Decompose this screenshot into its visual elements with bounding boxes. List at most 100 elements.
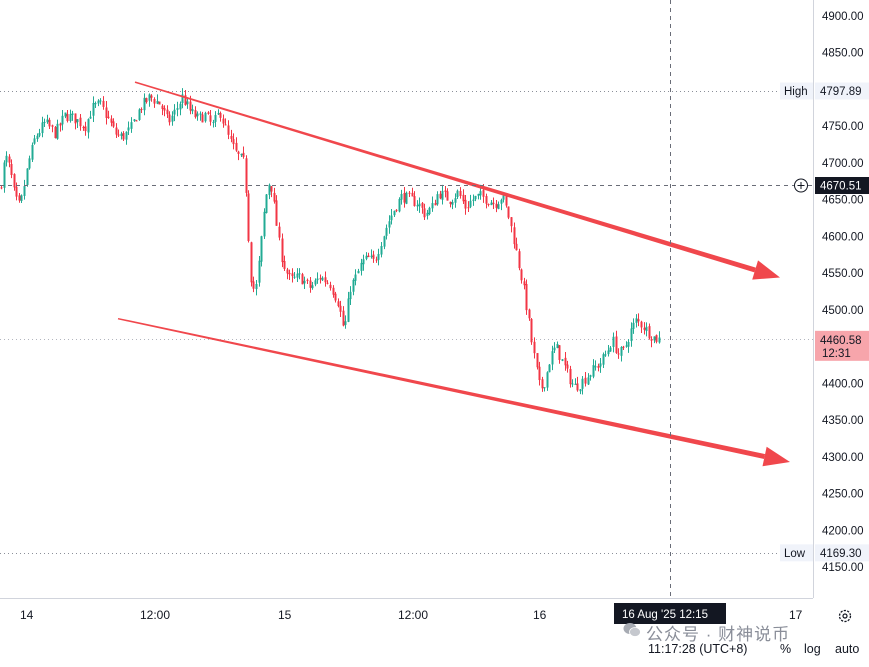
candle-body [41, 122, 44, 134]
candle-body [416, 205, 419, 207]
candle-body [54, 127, 57, 139]
settings-gear-icon[interactable] [838, 609, 852, 623]
candle-body [344, 321, 347, 325]
candle [558, 345, 561, 364]
candle [449, 201, 452, 208]
candle [426, 209, 429, 220]
candle-body [398, 199, 401, 212]
candle-body [627, 341, 630, 347]
clock-display[interactable]: 11:17:28 (UTC+8) [648, 642, 748, 656]
candle-body [102, 100, 105, 107]
candle-body [599, 363, 602, 367]
candle [288, 269, 291, 280]
candle-body [145, 98, 148, 103]
candle [332, 285, 335, 298]
candle-body [385, 227, 388, 236]
candle [87, 118, 90, 139]
high-label: High [780, 82, 813, 100]
candle [637, 313, 640, 327]
candle-body [212, 122, 215, 124]
candle-body [46, 119, 49, 123]
candle [403, 186, 406, 208]
candle [589, 374, 592, 381]
candle-body [286, 269, 289, 274]
candle [194, 106, 197, 119]
candle [383, 235, 386, 250]
candle [385, 224, 388, 240]
candle [574, 378, 577, 385]
candle-body [184, 95, 187, 106]
candle [324, 271, 327, 287]
candle-body [311, 285, 314, 289]
price-tick-label: 4700.00 [822, 158, 864, 170]
candle-body [194, 110, 197, 118]
candle-body [163, 108, 166, 111]
candles [0, 88, 661, 395]
candle-body [196, 113, 199, 117]
candle-body [597, 365, 600, 368]
candle-body [538, 366, 541, 381]
candle-body [474, 195, 477, 200]
low-tag-value: 4169.30 [820, 548, 862, 560]
candle-body [581, 378, 584, 389]
candle [592, 359, 595, 379]
candle-body [13, 174, 16, 188]
candle-body [82, 127, 85, 129]
candle [339, 300, 342, 317]
candle-body [105, 107, 108, 118]
candle [622, 345, 625, 351]
candle-body [230, 135, 233, 139]
candle-body [500, 199, 503, 204]
candle-body [574, 383, 577, 385]
candle [224, 118, 227, 126]
candle [377, 248, 380, 266]
auto-toggle[interactable]: auto [835, 642, 860, 656]
candle [314, 278, 317, 287]
candle [607, 344, 610, 357]
candle [120, 131, 123, 140]
candle [214, 111, 217, 128]
candle [64, 112, 67, 119]
candle-body [258, 260, 261, 283]
candle [423, 203, 426, 221]
add-alert-plus-icon[interactable] [794, 178, 808, 193]
lower-channel-line[interactable] [117, 317, 790, 467]
candle [135, 119, 138, 122]
candle [150, 94, 153, 102]
candle-body [408, 192, 411, 194]
candle-body [467, 207, 470, 209]
candle-body [454, 198, 457, 203]
candle [36, 133, 39, 142]
candle [179, 101, 182, 116]
price-tick-label: 4550.00 [822, 268, 864, 280]
channel-lines[interactable] [117, 81, 790, 467]
candle [609, 346, 612, 352]
log-toggle[interactable]: log [804, 642, 821, 656]
crosshair-date-bg [614, 603, 726, 624]
candle [296, 268, 299, 283]
candle [439, 190, 442, 200]
candle-body [278, 226, 281, 238]
candle [270, 186, 273, 198]
candle [393, 210, 396, 218]
candle [143, 93, 146, 116]
candle-body [403, 193, 406, 203]
candle [235, 137, 238, 152]
candle [612, 332, 615, 353]
candle [306, 278, 309, 284]
candle [569, 365, 572, 388]
candle [632, 318, 635, 334]
high-label-text: High [784, 86, 808, 98]
candle [571, 379, 574, 388]
candle-body [342, 310, 345, 326]
candle-body [411, 192, 414, 197]
percent-toggle[interactable]: % [780, 642, 792, 656]
channel-line-stroke [117, 317, 766, 459]
candle-body [372, 254, 375, 259]
candle [245, 155, 248, 197]
upper-channel-line[interactable] [134, 81, 780, 280]
candle-body [469, 200, 472, 207]
candle-body [589, 375, 592, 377]
time-axis[interactable]: 14 12:00 15 12:00 16 17 [20, 608, 852, 623]
